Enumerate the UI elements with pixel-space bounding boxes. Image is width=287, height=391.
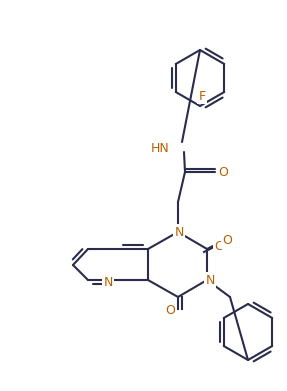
Text: HN: HN xyxy=(151,142,170,154)
Text: F: F xyxy=(198,90,205,102)
Text: O: O xyxy=(214,240,224,253)
Text: O: O xyxy=(165,305,175,317)
Text: N: N xyxy=(205,273,215,287)
Text: O: O xyxy=(218,165,228,179)
Text: O: O xyxy=(222,235,232,248)
Text: N: N xyxy=(103,276,113,289)
Text: N: N xyxy=(174,226,184,239)
